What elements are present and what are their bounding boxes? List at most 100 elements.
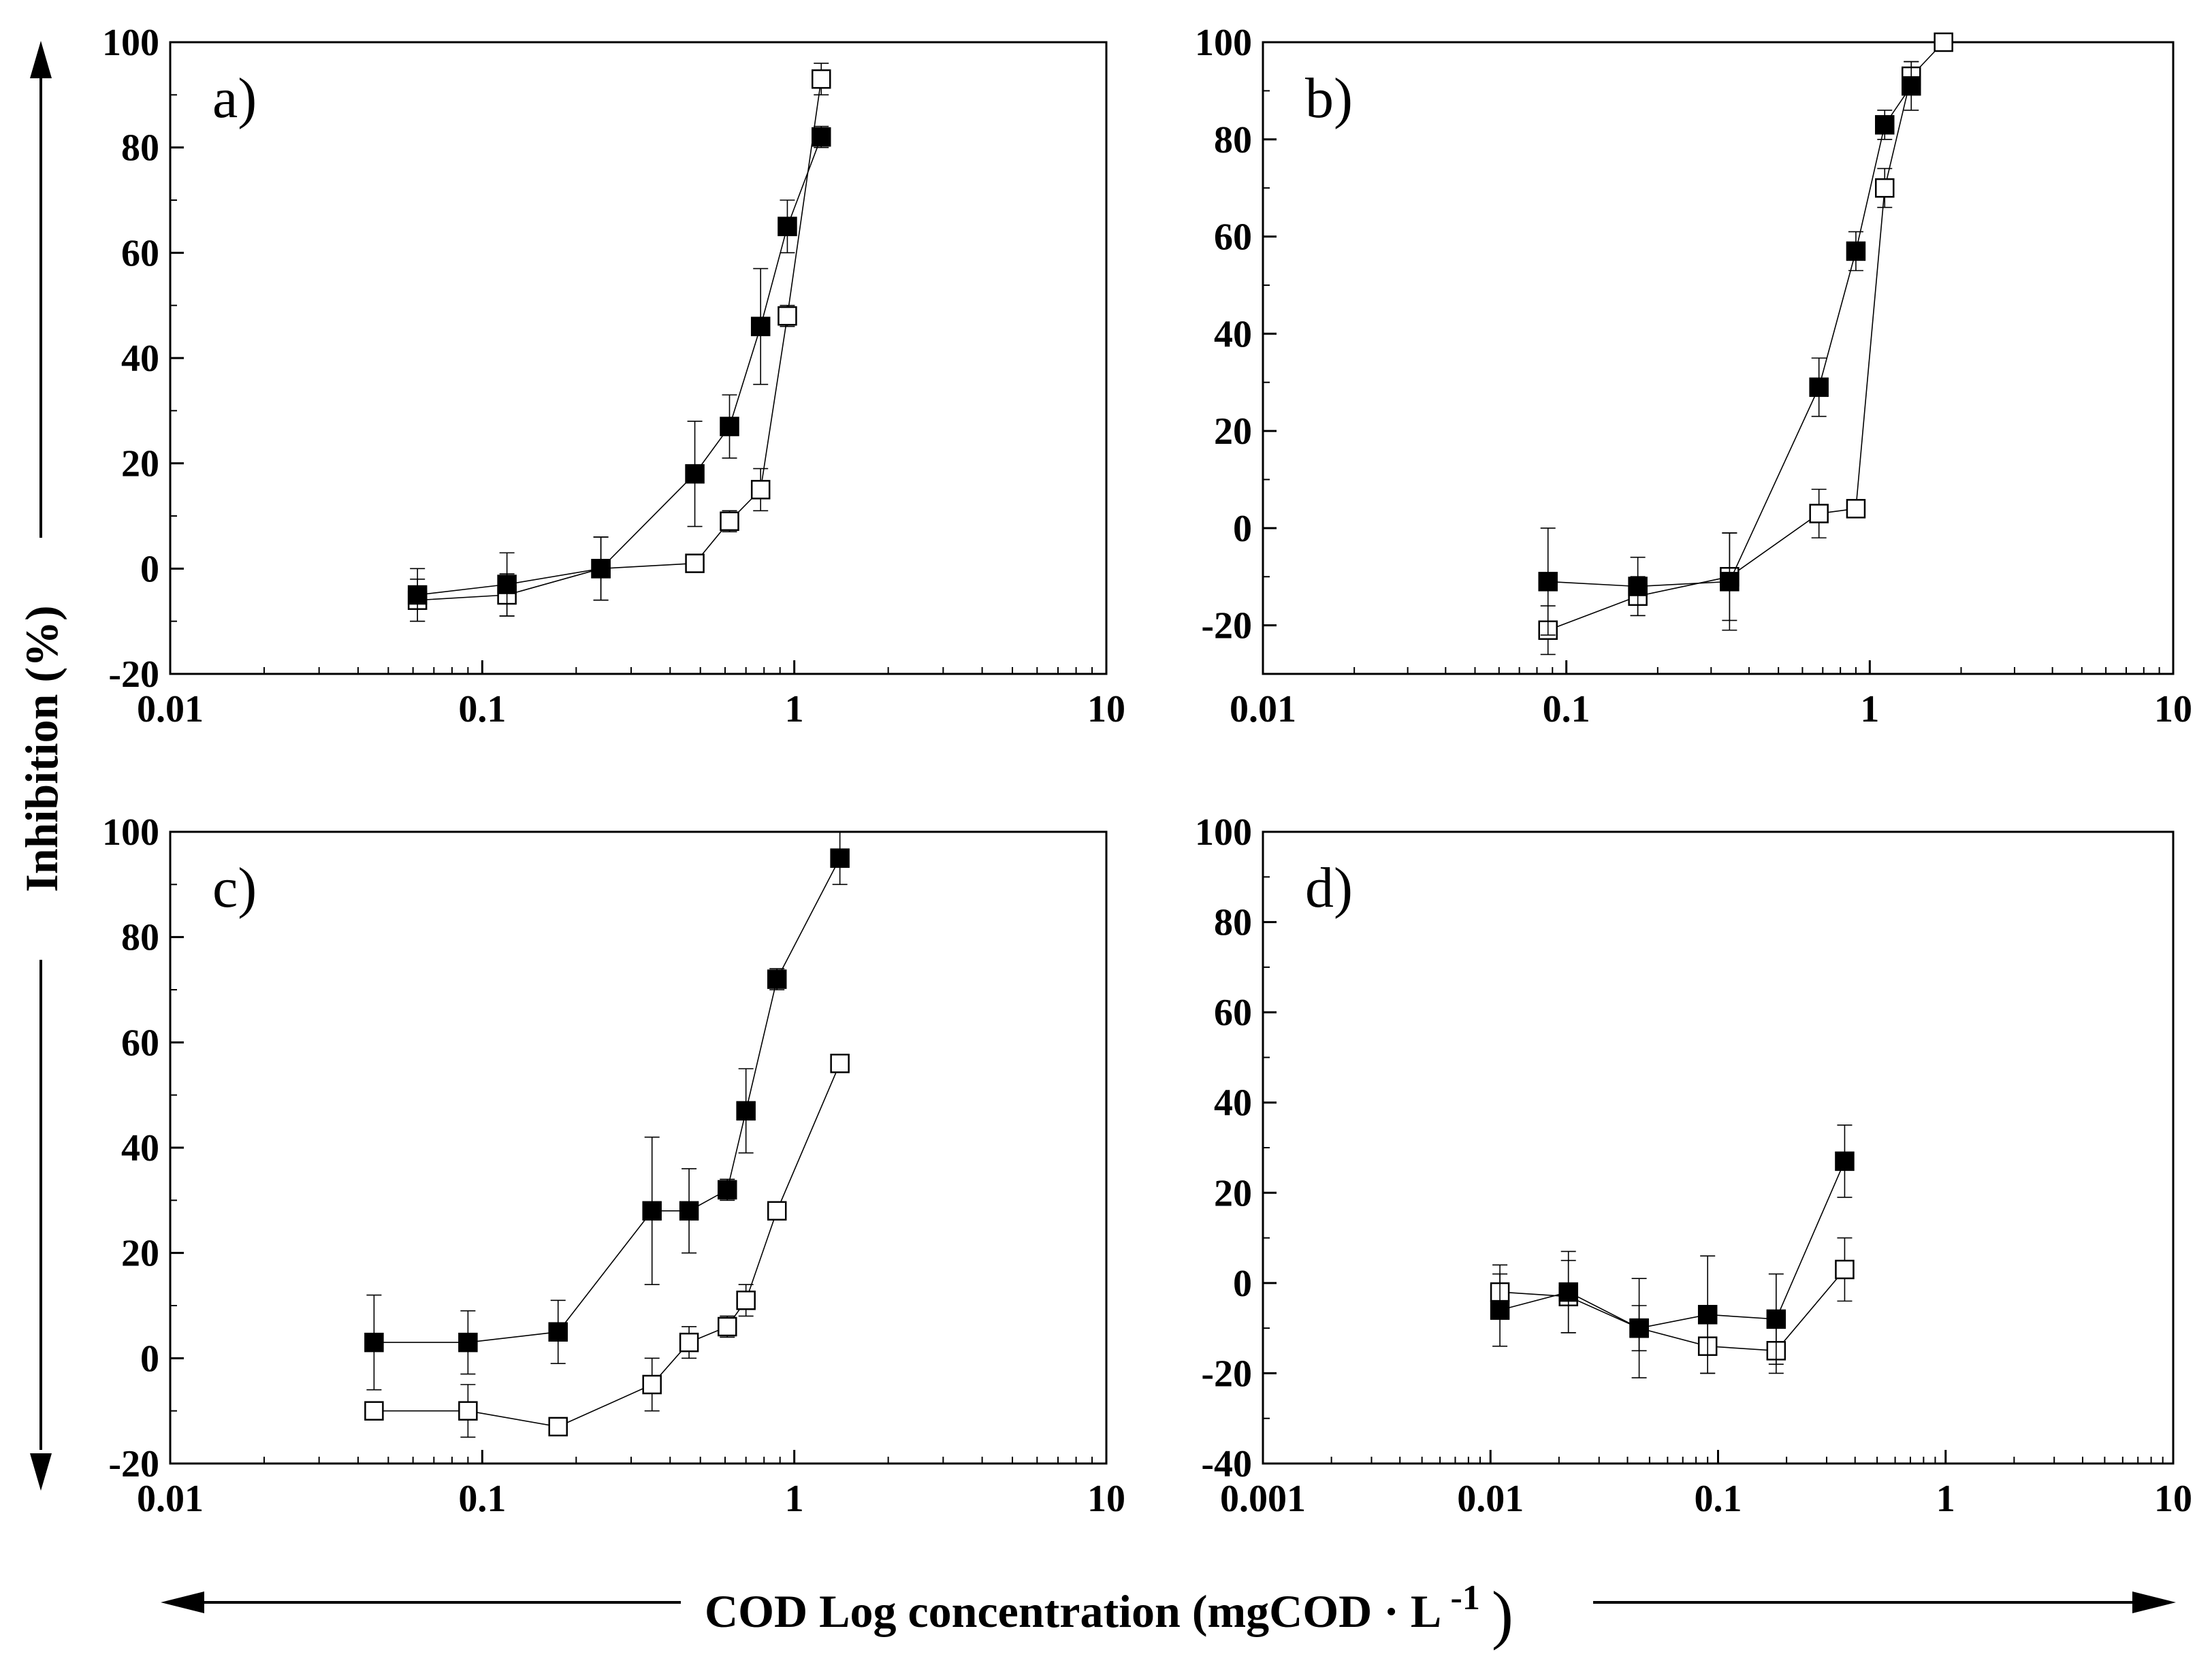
- filled-square-point: [750, 317, 771, 336]
- open-square-point: [830, 1054, 850, 1073]
- series-filled: [1538, 61, 1921, 636]
- x-tick-label: 1: [1860, 688, 1879, 730]
- filled-square-point: [1875, 115, 1895, 135]
- open-square-point: [548, 1417, 568, 1437]
- series-open: [364, 1054, 850, 1438]
- x-tick-label: 1: [785, 1478, 804, 1520]
- filled-square-point: [497, 575, 517, 594]
- chart-panel-4: 0.001 0.01 0.1 1 10 -40 -20 0 20 40 60 80 100 d): [1195, 811, 2192, 1520]
- open-square-point: [1846, 499, 1866, 519]
- y-arrow-up-head: [30, 41, 52, 78]
- y-tick-label: -20: [108, 653, 159, 696]
- x-tick-label: 0.01: [1457, 1478, 1524, 1520]
- y-tick-label: 80: [1214, 902, 1252, 944]
- filled-square-point: [1766, 1309, 1786, 1329]
- y-axis-title-group: Inhibition (%): [16, 41, 67, 1491]
- y-tick-label: 80: [1214, 119, 1252, 161]
- series-filled: [1490, 1125, 1855, 1378]
- x-tick-label: 10: [1087, 1478, 1125, 1520]
- open-square-point: [1835, 1259, 1855, 1280]
- y-tick-label: 40: [1214, 313, 1252, 355]
- x-tick-label: 0.01: [137, 1478, 204, 1520]
- panel-label: b): [1305, 67, 1353, 130]
- y-tick-label: -20: [1201, 605, 1252, 647]
- x-tick-label: 10: [2154, 1478, 2192, 1520]
- plot-frame: [1262, 830, 2175, 1465]
- filled-square-point: [718, 1180, 737, 1200]
- y-tick-label: 60: [1214, 216, 1252, 259]
- y-tick-label: 80: [121, 127, 159, 169]
- filled-square-point: [1629, 1318, 1649, 1338]
- filled-square-point: [811, 127, 831, 147]
- series-open: [1490, 1237, 1855, 1374]
- x-axis-title-close: ): [1492, 1578, 1513, 1651]
- x-axis-title-group: COD Log concentration (mgCOD · L -1 ): [161, 1568, 2176, 1651]
- y-tick-label: 20: [121, 443, 159, 485]
- filled-square-point: [1538, 572, 1558, 592]
- series-filled: [407, 125, 831, 622]
- filled-square-point: [685, 464, 705, 484]
- series-line-filled: [1499, 1161, 1846, 1329]
- filled-square-point: [1490, 1300, 1510, 1320]
- series-line-open: [417, 78, 822, 601]
- filled-square-point: [642, 1201, 662, 1221]
- x-axis-title-dot: ·: [1383, 1585, 1399, 1637]
- x-tick-label: 0.1: [458, 1478, 506, 1520]
- filled-square-point: [778, 216, 797, 236]
- x-axis-title-main: COD Log concentration (mgCOD: [705, 1585, 1372, 1637]
- filled-square-point: [1835, 1151, 1855, 1171]
- x-tick-label: 0.01: [137, 688, 204, 730]
- y-tick-label: -20: [108, 1443, 159, 1485]
- x-tick-label: 1: [1936, 1478, 1955, 1520]
- plot-frame: [169, 830, 1108, 1465]
- y-arrow-down-head: [30, 1453, 52, 1491]
- open-square-point: [736, 1291, 756, 1310]
- series-filled: [364, 831, 850, 1391]
- filled-square-point: [364, 1332, 384, 1353]
- filled-square-point: [736, 1101, 756, 1121]
- x-tick-label: 0.1: [458, 688, 506, 730]
- chart-panel-2: 0.01 0.1 1 10 -20 0 20 40 60 80 100 b): [1195, 22, 2192, 730]
- x-tick-label: 1: [785, 688, 804, 730]
- x-axis-title-unit: L: [1411, 1585, 1440, 1637]
- x-tick-label: 10: [1087, 688, 1125, 730]
- chart-panel-3: 0.01 0.1 1 10 -20 0 20 40 60 80 100 c): [102, 811, 1125, 1520]
- filled-square-point: [767, 969, 787, 989]
- y-tick-label: 20: [1214, 1172, 1252, 1214]
- y-tick-label: 0: [1233, 1263, 1252, 1305]
- y-tick-label: 0: [1233, 508, 1252, 550]
- x-tick-label: 0.1: [1543, 688, 1590, 730]
- open-square-point: [811, 69, 831, 89]
- panel-label: a): [212, 67, 257, 130]
- open-square-point: [750, 480, 771, 500]
- open-square-point: [1875, 178, 1895, 198]
- x-tick-label: 10: [2154, 688, 2192, 730]
- open-square-point: [1934, 32, 1953, 52]
- x-tick-label: 0.1: [1695, 1478, 1742, 1520]
- y-tick-label: 20: [121, 1233, 159, 1275]
- open-square-point: [679, 1332, 699, 1353]
- filled-square-point: [407, 585, 428, 605]
- open-square-point: [642, 1374, 662, 1395]
- panel-label: d): [1305, 856, 1353, 920]
- series-line-open: [374, 1063, 841, 1427]
- chart-panel-1: 0.01 0.1 1 10 -20 0 20 40 60 80 100 a): [102, 22, 1125, 730]
- x-tick-label: 0.01: [1230, 688, 1296, 730]
- x-arrow-right-head: [2132, 1591, 2176, 1613]
- y-tick-label: 0: [140, 548, 159, 590]
- y-tick-label: 80: [121, 917, 159, 959]
- y-tick-label: -20: [1201, 1353, 1252, 1395]
- filled-square-point: [1558, 1282, 1578, 1302]
- filled-square-point: [720, 417, 739, 436]
- series-open: [407, 63, 831, 622]
- open-square-point: [767, 1201, 787, 1221]
- open-square-point: [718, 1316, 737, 1337]
- y-tick-label: 100: [102, 811, 159, 854]
- open-square-point: [364, 1401, 384, 1421]
- plot-frame: [169, 41, 1108, 675]
- x-axis-title: COD Log concentration (mgCOD · L -1 ): [705, 1568, 1513, 1651]
- y-tick-label: 60: [1214, 992, 1252, 1034]
- filled-square-point: [830, 848, 850, 868]
- filled-square-point: [548, 1322, 568, 1342]
